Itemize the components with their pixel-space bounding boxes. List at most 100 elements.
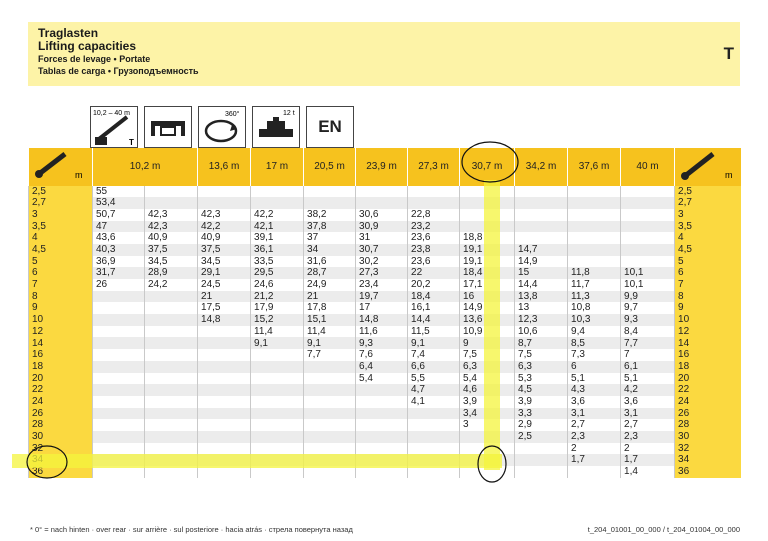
radius-right-cell: 2,5 xyxy=(674,185,741,198)
counterweight-icon: 12 t xyxy=(252,106,300,148)
capacity-cell xyxy=(514,454,568,466)
capacity-cell xyxy=(567,232,621,244)
capacity-cell xyxy=(303,407,356,420)
capacity-cell: 17,8 xyxy=(303,302,356,315)
capacity-cell: 15,1 xyxy=(303,314,356,326)
radius-header-right: m xyxy=(674,148,741,186)
capacity-cell: 24,5 xyxy=(197,279,251,291)
col-40: 40 m xyxy=(620,148,675,186)
capacity-cell xyxy=(407,442,460,455)
capacity-cell xyxy=(143,430,198,443)
capacity-cell xyxy=(355,407,408,420)
capacity-cell xyxy=(143,407,198,420)
capacity-cell: 11,4 xyxy=(250,325,304,338)
capacity-cell: 8,5 xyxy=(567,337,621,350)
capacity-cell xyxy=(92,384,145,396)
highlight-column-30-7 xyxy=(484,180,500,470)
capacity-cell xyxy=(303,419,356,431)
col-37-6: 37,6 m xyxy=(567,148,621,186)
capacity-cell xyxy=(92,442,145,455)
capacity-cell xyxy=(303,360,356,373)
capacity-cell xyxy=(250,419,304,431)
capacity-cell: 7,4 xyxy=(407,349,460,361)
capacity-cell xyxy=(250,197,304,209)
capacity-cell xyxy=(197,337,251,350)
capacity-cell xyxy=(250,384,304,396)
radius-right-cell: 3,5 xyxy=(674,220,741,233)
capacity-cell: 1,7 xyxy=(620,454,675,466)
highlight-row-28 xyxy=(12,454,502,468)
capacity-cell xyxy=(514,185,568,198)
capacity-cell xyxy=(143,419,198,431)
capacity-cell xyxy=(567,197,621,209)
title-banner: Traglasten Lifting capacities Forces de … xyxy=(28,22,740,86)
capacity-cell: 22 xyxy=(407,267,460,279)
capacity-cell: 7,3 xyxy=(567,349,621,361)
capacity-cell: 53,4 xyxy=(92,197,145,209)
capacity-cell: 9,1 xyxy=(407,337,460,350)
capacity-cell xyxy=(303,384,356,396)
section-letter: T xyxy=(723,44,734,63)
capacity-cell xyxy=(92,337,145,350)
radius-left-cell: 7 xyxy=(28,279,93,291)
boom-length-icon: 10,2 – 40 m T xyxy=(90,106,138,148)
capacity-cell: 11,7 xyxy=(567,279,621,291)
capacity-cell: 6,4 xyxy=(355,360,408,373)
table-row: 2,7 53,4 2,7 xyxy=(28,197,741,209)
capacity-cell xyxy=(197,430,251,443)
capacity-cell xyxy=(459,466,515,478)
capacity-cell xyxy=(143,337,198,350)
capacity-cell: 29,5 xyxy=(250,267,304,279)
capacity-cell: 27,3 xyxy=(355,267,408,279)
capacity-cell xyxy=(514,232,568,244)
capacity-cell: 11,5 xyxy=(407,325,460,338)
capacity-cell xyxy=(514,220,568,233)
radius-left-cell: 24 xyxy=(28,395,93,408)
capacity-cell: 2,9 xyxy=(514,419,568,431)
radius-right-cell: 7 xyxy=(674,279,741,291)
radius-left-cell: 4,5 xyxy=(28,243,93,256)
col-34-2: 34,2 m xyxy=(514,148,568,186)
radius-left-cell: 20 xyxy=(28,372,93,385)
capacity-cell xyxy=(197,384,251,396)
capacity-cell: 15,2 xyxy=(250,314,304,326)
capacity-cell: 7,7 xyxy=(620,337,675,350)
circle-30-7-header xyxy=(461,141,519,183)
radius-right-cell: 32 xyxy=(674,442,741,455)
capacity-cell: 17,9 xyxy=(250,302,304,315)
capacity-cell: 3,6 xyxy=(620,395,675,408)
radius-right-cell: 5 xyxy=(674,255,741,268)
capacity-cell: 28,9 xyxy=(143,267,198,279)
capacity-cell: 13,8 xyxy=(514,290,568,303)
capacity-cell: 3,9 xyxy=(514,395,568,408)
capacity-cell xyxy=(620,220,675,233)
capacity-cell: 37,8 xyxy=(303,220,356,233)
capacity-cell: 23,6 xyxy=(407,232,460,244)
capacity-cell xyxy=(514,442,568,455)
capacity-cell: 2,7 xyxy=(620,419,675,431)
capacity-cell: 18,4 xyxy=(407,290,460,303)
radius-left-cell: 10 xyxy=(28,314,93,326)
capacity-cell: 42,2 xyxy=(250,208,304,221)
table-row: 30 2,5 2,3 2,3 30 xyxy=(28,430,741,443)
col-10-2: 10,2 m xyxy=(91,148,198,186)
capacity-cell xyxy=(514,197,568,209)
capacity-cell: 21,2 xyxy=(250,290,304,303)
boom-t-label: T xyxy=(129,138,134,147)
capacity-cell: 9,7 xyxy=(620,302,675,315)
capacity-cell: 34,5 xyxy=(143,255,198,268)
capacity-cell: 8,7 xyxy=(514,337,568,350)
capacity-cell xyxy=(92,430,145,443)
capacity-cell xyxy=(197,325,251,338)
radius-left-cell: 14 xyxy=(28,337,93,350)
capacity-cell xyxy=(303,430,356,443)
capacity-cell xyxy=(250,372,304,385)
radius-right-cell: 30 xyxy=(674,430,741,443)
capacity-cell xyxy=(514,466,568,478)
radius-left-cell: 36 xyxy=(28,466,93,478)
capacity-cell: 10,1 xyxy=(620,267,675,279)
radius-right-cell: 20 xyxy=(674,372,741,385)
capacity-cell: 37,5 xyxy=(197,243,251,256)
capacity-cell xyxy=(303,395,356,408)
capacity-cell: 6,1 xyxy=(620,360,675,373)
